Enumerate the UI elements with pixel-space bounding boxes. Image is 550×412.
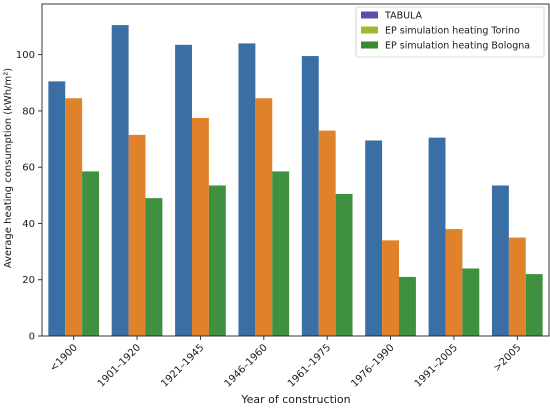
bar-3-7	[462, 268, 480, 336]
x-tick-label: <1900	[48, 342, 80, 374]
y-tick-label: 20	[22, 275, 35, 286]
bar-2-7	[445, 229, 463, 336]
legend-box	[355, 6, 545, 58]
y-axis-label: Average heating consumption (kWh/m²)	[3, 68, 14, 268]
bar-3-3	[208, 185, 226, 336]
bar-1-2	[111, 25, 129, 336]
x-tick-label: 1991–2005	[413, 342, 460, 389]
plot-frame	[41, 3, 550, 337]
bar-1-3	[175, 44, 192, 337]
bar-3-1	[82, 171, 100, 336]
bar-3-4	[272, 171, 290, 336]
x-tick-label: >2005	[492, 342, 524, 374]
x-tick-label: 1961–1975	[286, 342, 333, 389]
bar-1-6	[365, 140, 383, 336]
bar-2-6	[382, 240, 400, 336]
bar-2-8	[508, 237, 526, 336]
bar-3-6	[399, 276, 416, 336]
legend-label-1: TABULA	[384, 11, 423, 22]
bar-3-5	[335, 193, 353, 336]
bar-2-2	[128, 134, 146, 336]
legend-label-3: EP simulation heating Bologna	[385, 41, 530, 52]
y-tick-label: 80	[22, 106, 35, 117]
bar-1-4	[238, 43, 256, 336]
y-tick-label: 0	[29, 332, 35, 343]
x-tick-label: 1976–1990	[349, 342, 396, 389]
legend: TABULA EP simulation heating Torino EP sim…	[355, 6, 545, 58]
bar-3-2	[145, 198, 163, 336]
y-tick-label: 100	[16, 50, 35, 61]
bar-1-5	[301, 56, 319, 337]
x-axis-label: Year of construction	[240, 393, 350, 406]
bar-2-1	[65, 98, 83, 336]
bar-3-8	[525, 274, 543, 336]
x-tick-label: 1921–1945	[159, 342, 206, 389]
bar-1-8	[491, 185, 509, 336]
legend-swatch-1	[361, 11, 378, 19]
y-tick-label: 40	[22, 219, 35, 230]
x-tick-label: 1946–1960	[223, 342, 270, 389]
bar-2-5	[318, 130, 336, 336]
legend-swatch-2	[361, 26, 378, 34]
bar-1-1	[48, 81, 66, 337]
x-tick-label: 1901–1920	[96, 342, 143, 389]
legend-swatch-3	[361, 41, 378, 49]
bar-2-3	[191, 117, 209, 336]
y-tick-label: 60	[22, 163, 35, 174]
bar-2-4	[255, 98, 273, 336]
bar-1-7	[428, 137, 446, 336]
legend-label-2: EP simulation heating Torino	[385, 26, 520, 37]
bars-layer	[48, 25, 543, 337]
